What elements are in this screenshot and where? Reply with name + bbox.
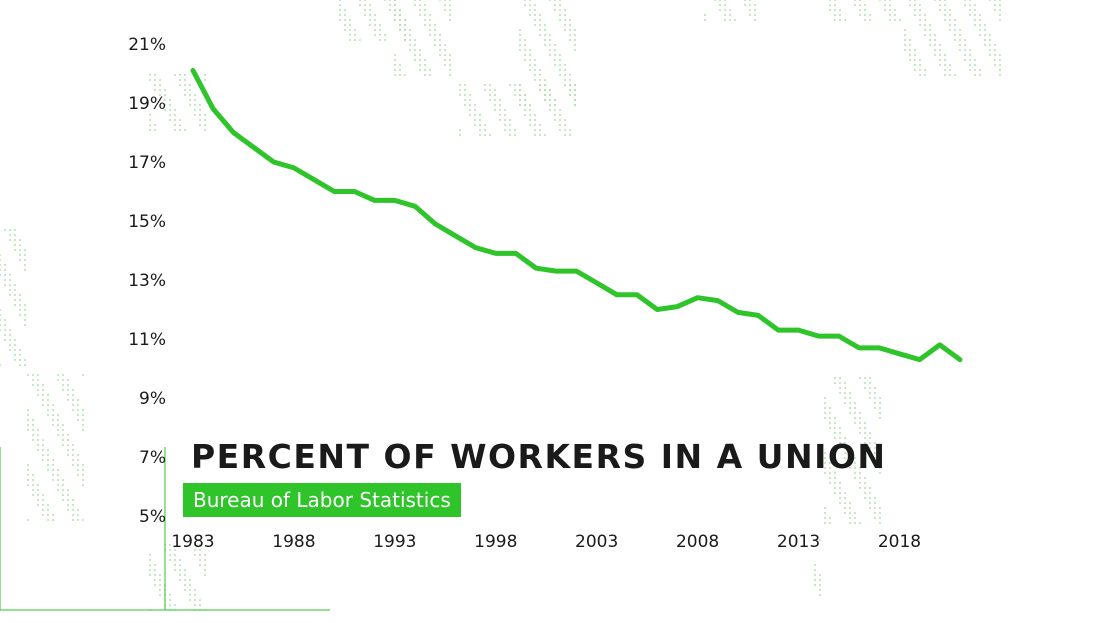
y-tick-label: 21% — [128, 35, 166, 55]
y-axis-ticks: 5% 7% 9% 11% 13% 15% 17% 19% 21% — [128, 35, 166, 527]
y-tick-label: 11% — [128, 330, 166, 350]
chart-title: PERCENT OF WORKERS IN A UNION — [191, 437, 887, 476]
x-tick-label: 2003 — [575, 532, 618, 552]
y-tick-label: 9% — [139, 389, 166, 409]
decorative-corner-lines — [0, 447, 330, 611]
x-tick-label: 2018 — [878, 532, 921, 552]
y-tick-label: 19% — [128, 94, 166, 114]
x-tick-label: 1998 — [474, 532, 517, 552]
y-tick-label: 13% — [128, 271, 166, 291]
x-tick-label: 1993 — [373, 532, 416, 552]
y-tick-label: 15% — [128, 212, 166, 232]
source-label: Bureau of Labor Statistics — [183, 483, 461, 517]
y-tick-label: 7% — [139, 448, 166, 468]
background-dot-pattern — [0, 0, 1001, 611]
x-tick-label: 2008 — [676, 532, 719, 552]
x-tick-label: 2013 — [777, 532, 820, 552]
x-tick-label: 1988 — [272, 532, 315, 552]
x-axis-ticks: 1983 1988 1993 1998 2003 2008 2013 2018 — [171, 532, 921, 552]
y-tick-label: 5% — [139, 507, 166, 527]
x-tick-label: 1983 — [171, 532, 214, 552]
y-tick-label: 17% — [128, 153, 166, 173]
union-rate-line — [190, 68, 963, 363]
